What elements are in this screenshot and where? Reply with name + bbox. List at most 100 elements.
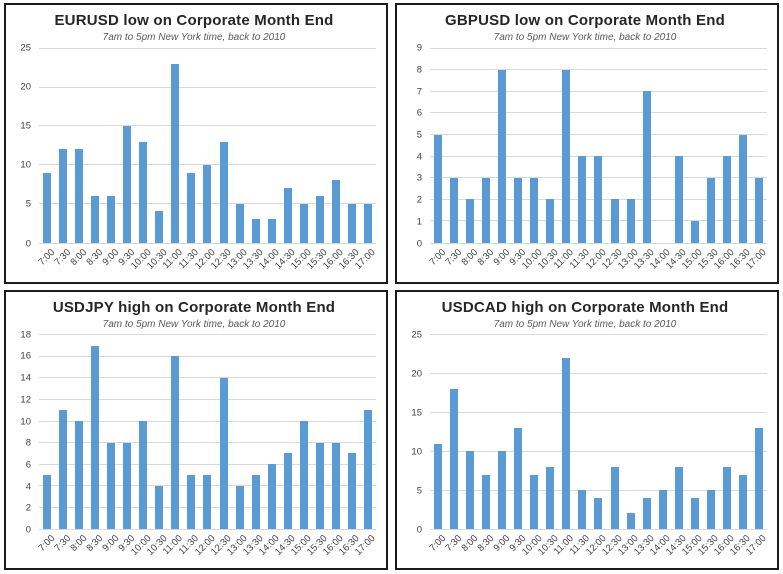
bar (315, 442, 324, 529)
bar-slot (119, 335, 135, 529)
bar (530, 474, 539, 529)
bar (514, 177, 523, 243)
bar-slot (167, 48, 183, 243)
bar (139, 141, 148, 243)
bar-chart-eurusd-low: 0 5 10 15 20 25 7:00 7:30 8:00 8:30 9:00 9:30 10:00 1… (12, 43, 377, 279)
bar-slot (639, 48, 655, 243)
bar (594, 497, 603, 529)
y-axis: 0 1 2 3 4 5 6 7 8 9 (403, 43, 430, 249)
plot-area (430, 47, 767, 244)
bar (43, 172, 52, 243)
bar (155, 211, 164, 243)
plot-area (39, 47, 376, 244)
bar (674, 466, 683, 529)
bar-slot (312, 335, 328, 529)
bar-slot (526, 48, 542, 243)
bar (626, 513, 635, 529)
bar-slot (751, 335, 767, 529)
chart-title: GBPUSD low on Corporate Month End (445, 12, 725, 29)
gridline (39, 334, 376, 336)
bar (267, 464, 276, 529)
bar-slot (55, 335, 71, 529)
gridline (39, 125, 376, 127)
y-tick-label: 4 (25, 481, 31, 493)
bar-slot (39, 335, 55, 529)
x-labels: 7:00 7:30 8:00 8:30 9:00 9:30 10:00 10:30 11:00 1… (36, 530, 378, 566)
bar-slot (151, 48, 167, 243)
y-tick-label: 0 (25, 238, 31, 249)
bar (123, 125, 132, 243)
plot-area (430, 334, 767, 530)
bar (75, 421, 84, 529)
bar-slot (360, 48, 376, 243)
bar (434, 134, 443, 243)
bar (59, 410, 68, 529)
y-tick-label: 1 (416, 216, 422, 228)
bar-slot (264, 48, 280, 243)
bar-slot (478, 335, 494, 529)
gridline (39, 377, 376, 379)
y-tick-label: 15 (20, 120, 31, 132)
bar-slot (526, 335, 542, 529)
y-tick-label: 7 (416, 86, 422, 98)
gridline (430, 334, 767, 336)
gridline (430, 489, 767, 491)
bar-chart-usdcad-high: 0 5 10 15 20 25 7:00 7:30 8:00 8:30 9:00 9:30 10:00 1… (403, 329, 769, 566)
y-tick-label: 20 (411, 368, 422, 380)
bar-slot (264, 335, 280, 529)
bar-slot (687, 335, 703, 529)
gridline (39, 463, 376, 465)
plot-row: 0 2 4 6 8 10 12 14 16 18 (12, 329, 376, 536)
bar-slot (590, 48, 606, 243)
bar (219, 141, 228, 243)
y-axis: 0 5 10 15 20 25 (403, 329, 430, 535)
bar (594, 156, 603, 243)
gridline (430, 373, 767, 375)
bar-slot (703, 335, 719, 529)
bar-slot (199, 335, 215, 529)
bar (690, 220, 699, 243)
chart-panel-usdjpy-high: USDJPY high on Corporate Month End 7am t… (4, 289, 388, 570)
y-tick-label: 25 (411, 329, 422, 341)
bar (706, 177, 715, 243)
bar (690, 497, 699, 529)
gridline (430, 450, 767, 452)
bar-slot (542, 48, 558, 243)
bar-slot (542, 335, 558, 529)
bar-slot (623, 335, 639, 529)
x-labels: 7:00 7:30 8:00 8:30 9:00 9:30 10:00 10:30 11:00 1… (427, 530, 769, 566)
bar-slot (574, 335, 590, 529)
bar-slot (494, 48, 510, 243)
bar (315, 195, 324, 243)
bar-slot (87, 335, 103, 529)
bar (658, 490, 667, 529)
bar (203, 164, 212, 243)
y-tick-label: 4 (416, 151, 422, 163)
bar-slot (232, 48, 248, 243)
bar-slot (639, 335, 655, 529)
bar-slot (446, 48, 462, 243)
x-axis: 7:00 7:30 8:00 8:30 9:00 9:30 10:00 10:30 11:00 1… (12, 530, 378, 566)
y-tick-label: 0 (416, 524, 422, 536)
y-tick-label: 14 (20, 372, 31, 384)
chart-panel-gbpusd-low: GBPUSD low on Corporate Month End 7am to… (395, 3, 779, 284)
bar-slot (719, 48, 735, 243)
chart-panel-usdcad-high: USDCAD high on Corporate Month End 7am t… (395, 289, 779, 570)
bar (466, 451, 475, 529)
bar (347, 453, 356, 529)
bar-slot (462, 48, 478, 243)
gridline (39, 164, 376, 166)
bar-slot (703, 48, 719, 243)
y-tick-label: 18 (20, 329, 31, 341)
bar-slot (71, 48, 87, 243)
bar (562, 69, 571, 243)
gridline (430, 112, 767, 114)
bar-slot (199, 48, 215, 243)
bar-slot (119, 48, 135, 243)
bar (754, 428, 763, 529)
x-labels: 7:00 7:30 8:00 8:30 9:00 9:30 10:00 10:30 11:00 1… (427, 244, 769, 280)
bar-slot (430, 335, 446, 529)
bar (546, 466, 555, 529)
bar-slot (607, 48, 623, 243)
chart-title: EURUSD low on Corporate Month End (54, 12, 334, 29)
